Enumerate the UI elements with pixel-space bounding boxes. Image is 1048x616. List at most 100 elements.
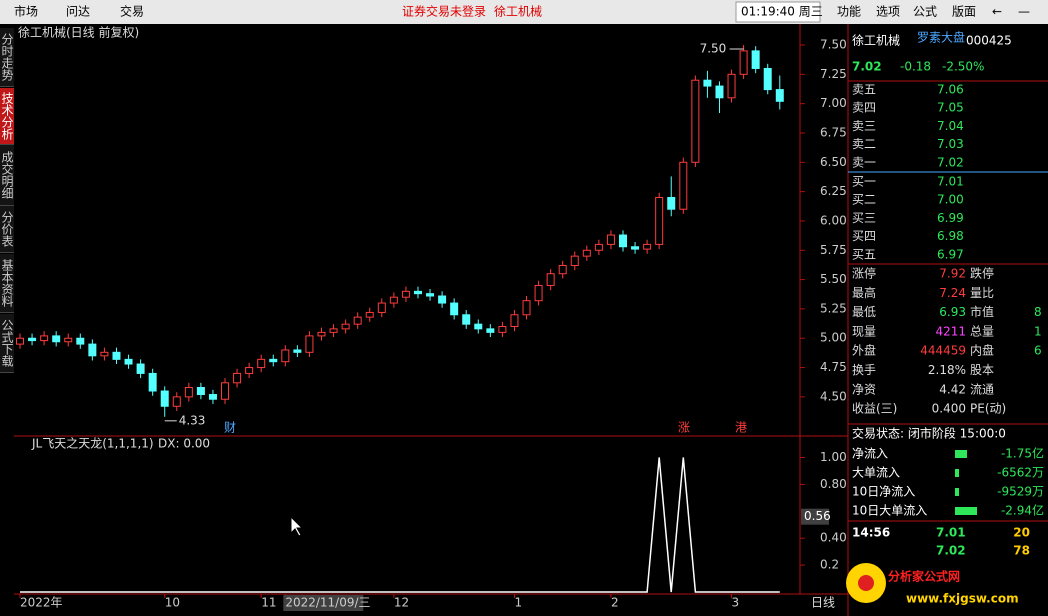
stat-value: 6 [1034, 344, 1042, 358]
candle-body [522, 300, 531, 316]
menu-item[interactable]: 交易 [120, 4, 144, 19]
y-tick-label: 7.50 [820, 38, 847, 52]
logo-icon-center [858, 575, 874, 591]
flow-bar [955, 450, 967, 458]
bid-price: 6.97 [937, 247, 964, 261]
ask-label: 卖三 [852, 119, 876, 133]
flow-bar [955, 469, 959, 477]
side-tab[interactable]: 分价表 [0, 206, 14, 253]
candle-body [377, 302, 386, 313]
bid-label: 买五 [852, 247, 876, 261]
candle-body [148, 372, 157, 392]
cursor-date-box [283, 595, 364, 611]
candle-body [426, 293, 435, 297]
flow-value: -1.75亿 [1001, 446, 1044, 461]
candle-body [486, 328, 495, 333]
candle-body [184, 386, 193, 398]
stat-label: 最低 [852, 305, 876, 319]
ask-price: 7.06 [937, 83, 964, 97]
candle-body [52, 335, 61, 343]
menu-item[interactable]: 版面 [952, 5, 976, 19]
candle-body [413, 290, 422, 295]
candle-body [64, 337, 73, 343]
ask-label: 卖二 [852, 137, 876, 151]
stat-value: 6.93 [939, 305, 966, 319]
candle-body [317, 331, 326, 337]
candle-body [365, 311, 374, 318]
cursor-value-box [801, 508, 829, 525]
menu-item[interactable]: 问达 [66, 5, 90, 19]
candle-body [643, 243, 652, 250]
stock-name: 徐工机械 [852, 33, 900, 48]
menu-bar [0, 0, 1048, 24]
indicator-legend: DX: 0.00 [158, 437, 210, 451]
candle-body [763, 67, 772, 91]
y-tick-label: 7.00 [820, 96, 847, 110]
stat-label: 内盘 [970, 343, 994, 358]
last-price: 7.02 [852, 60, 882, 74]
stat-label: 最高 [852, 285, 876, 300]
stat-label: 换手 [852, 363, 876, 377]
candle-body [450, 302, 459, 316]
candle-body [667, 196, 676, 210]
menu-item[interactable]: 选项 [876, 5, 900, 19]
flow-bar [955, 488, 959, 496]
bid-label: 买一 [852, 175, 876, 189]
candle-body [353, 316, 362, 325]
side-tab[interactable]: 成交明细 [0, 145, 14, 206]
candle-body [233, 372, 242, 384]
side-tab[interactable]: 基本资料 [0, 254, 14, 313]
candle-body [631, 246, 640, 250]
minimize-button[interactable]: — [1018, 5, 1030, 19]
y-tick-label: 5.50 [820, 272, 847, 286]
candle-body [16, 337, 24, 345]
candle-body [160, 390, 169, 407]
y-tick-label: 0.80 [820, 477, 847, 491]
side-tab[interactable]: 技术分析 [0, 88, 14, 145]
ask-label: 卖一 [852, 155, 876, 169]
period-label: 日线 [811, 596, 835, 610]
y-tick-label: 7.25 [820, 67, 847, 81]
stat-label: 现量 [852, 324, 876, 338]
side-tab[interactable]: 分时走势 [0, 28, 14, 87]
menu-item[interactable]: 公式 [913, 5, 937, 19]
ask-price: 7.02 [937, 155, 964, 169]
indicator-line [20, 457, 780, 593]
candle-body [679, 161, 688, 210]
y-tick-label: 5.25 [820, 301, 847, 315]
stat-value: 4211 [935, 324, 966, 338]
candle-body [221, 382, 230, 400]
x-tick-label: 10 [165, 596, 180, 610]
logo-site: www.fxjgsw.com [906, 592, 1019, 606]
y-tick-label: 0.2 [820, 558, 839, 572]
flow-value: -2.94亿 [1001, 503, 1044, 518]
tick-price: 7.01 [936, 526, 966, 540]
candle-body [76, 337, 85, 345]
flow-label: 10日净流入 [852, 485, 915, 499]
candle-body [727, 73, 736, 99]
candle-body [739, 50, 748, 75]
y-tick-label: 6.25 [820, 184, 847, 198]
flow-bar [955, 507, 977, 515]
price-change: -0.18 [900, 60, 931, 74]
stat-label: 总量 [970, 324, 994, 338]
candle-body [546, 273, 555, 286]
menu-item[interactable]: 市场 [14, 4, 38, 19]
stat-value: 8 [1034, 305, 1042, 319]
tick-volume: 20 [1013, 526, 1030, 540]
y-tick-label: 0.40 [820, 531, 847, 545]
bid-label: 买四 [852, 229, 876, 243]
flow-value: -6562万 [997, 466, 1044, 480]
stock-title: 徐工机械 [494, 4, 542, 19]
candle-body [715, 85, 724, 99]
bid-price: 7.00 [937, 193, 964, 207]
x-tick-label: 3 [732, 596, 740, 610]
menu-item[interactable]: 功能 [837, 5, 861, 19]
back-button[interactable]: ← [992, 5, 1002, 19]
side-tab[interactable]: 公式下载 [0, 314, 14, 373]
x-tick-label: 11 [261, 596, 276, 610]
candle-body [172, 396, 181, 407]
candle-body [594, 243, 603, 251]
y-tick-label: 1.00 [820, 450, 847, 464]
